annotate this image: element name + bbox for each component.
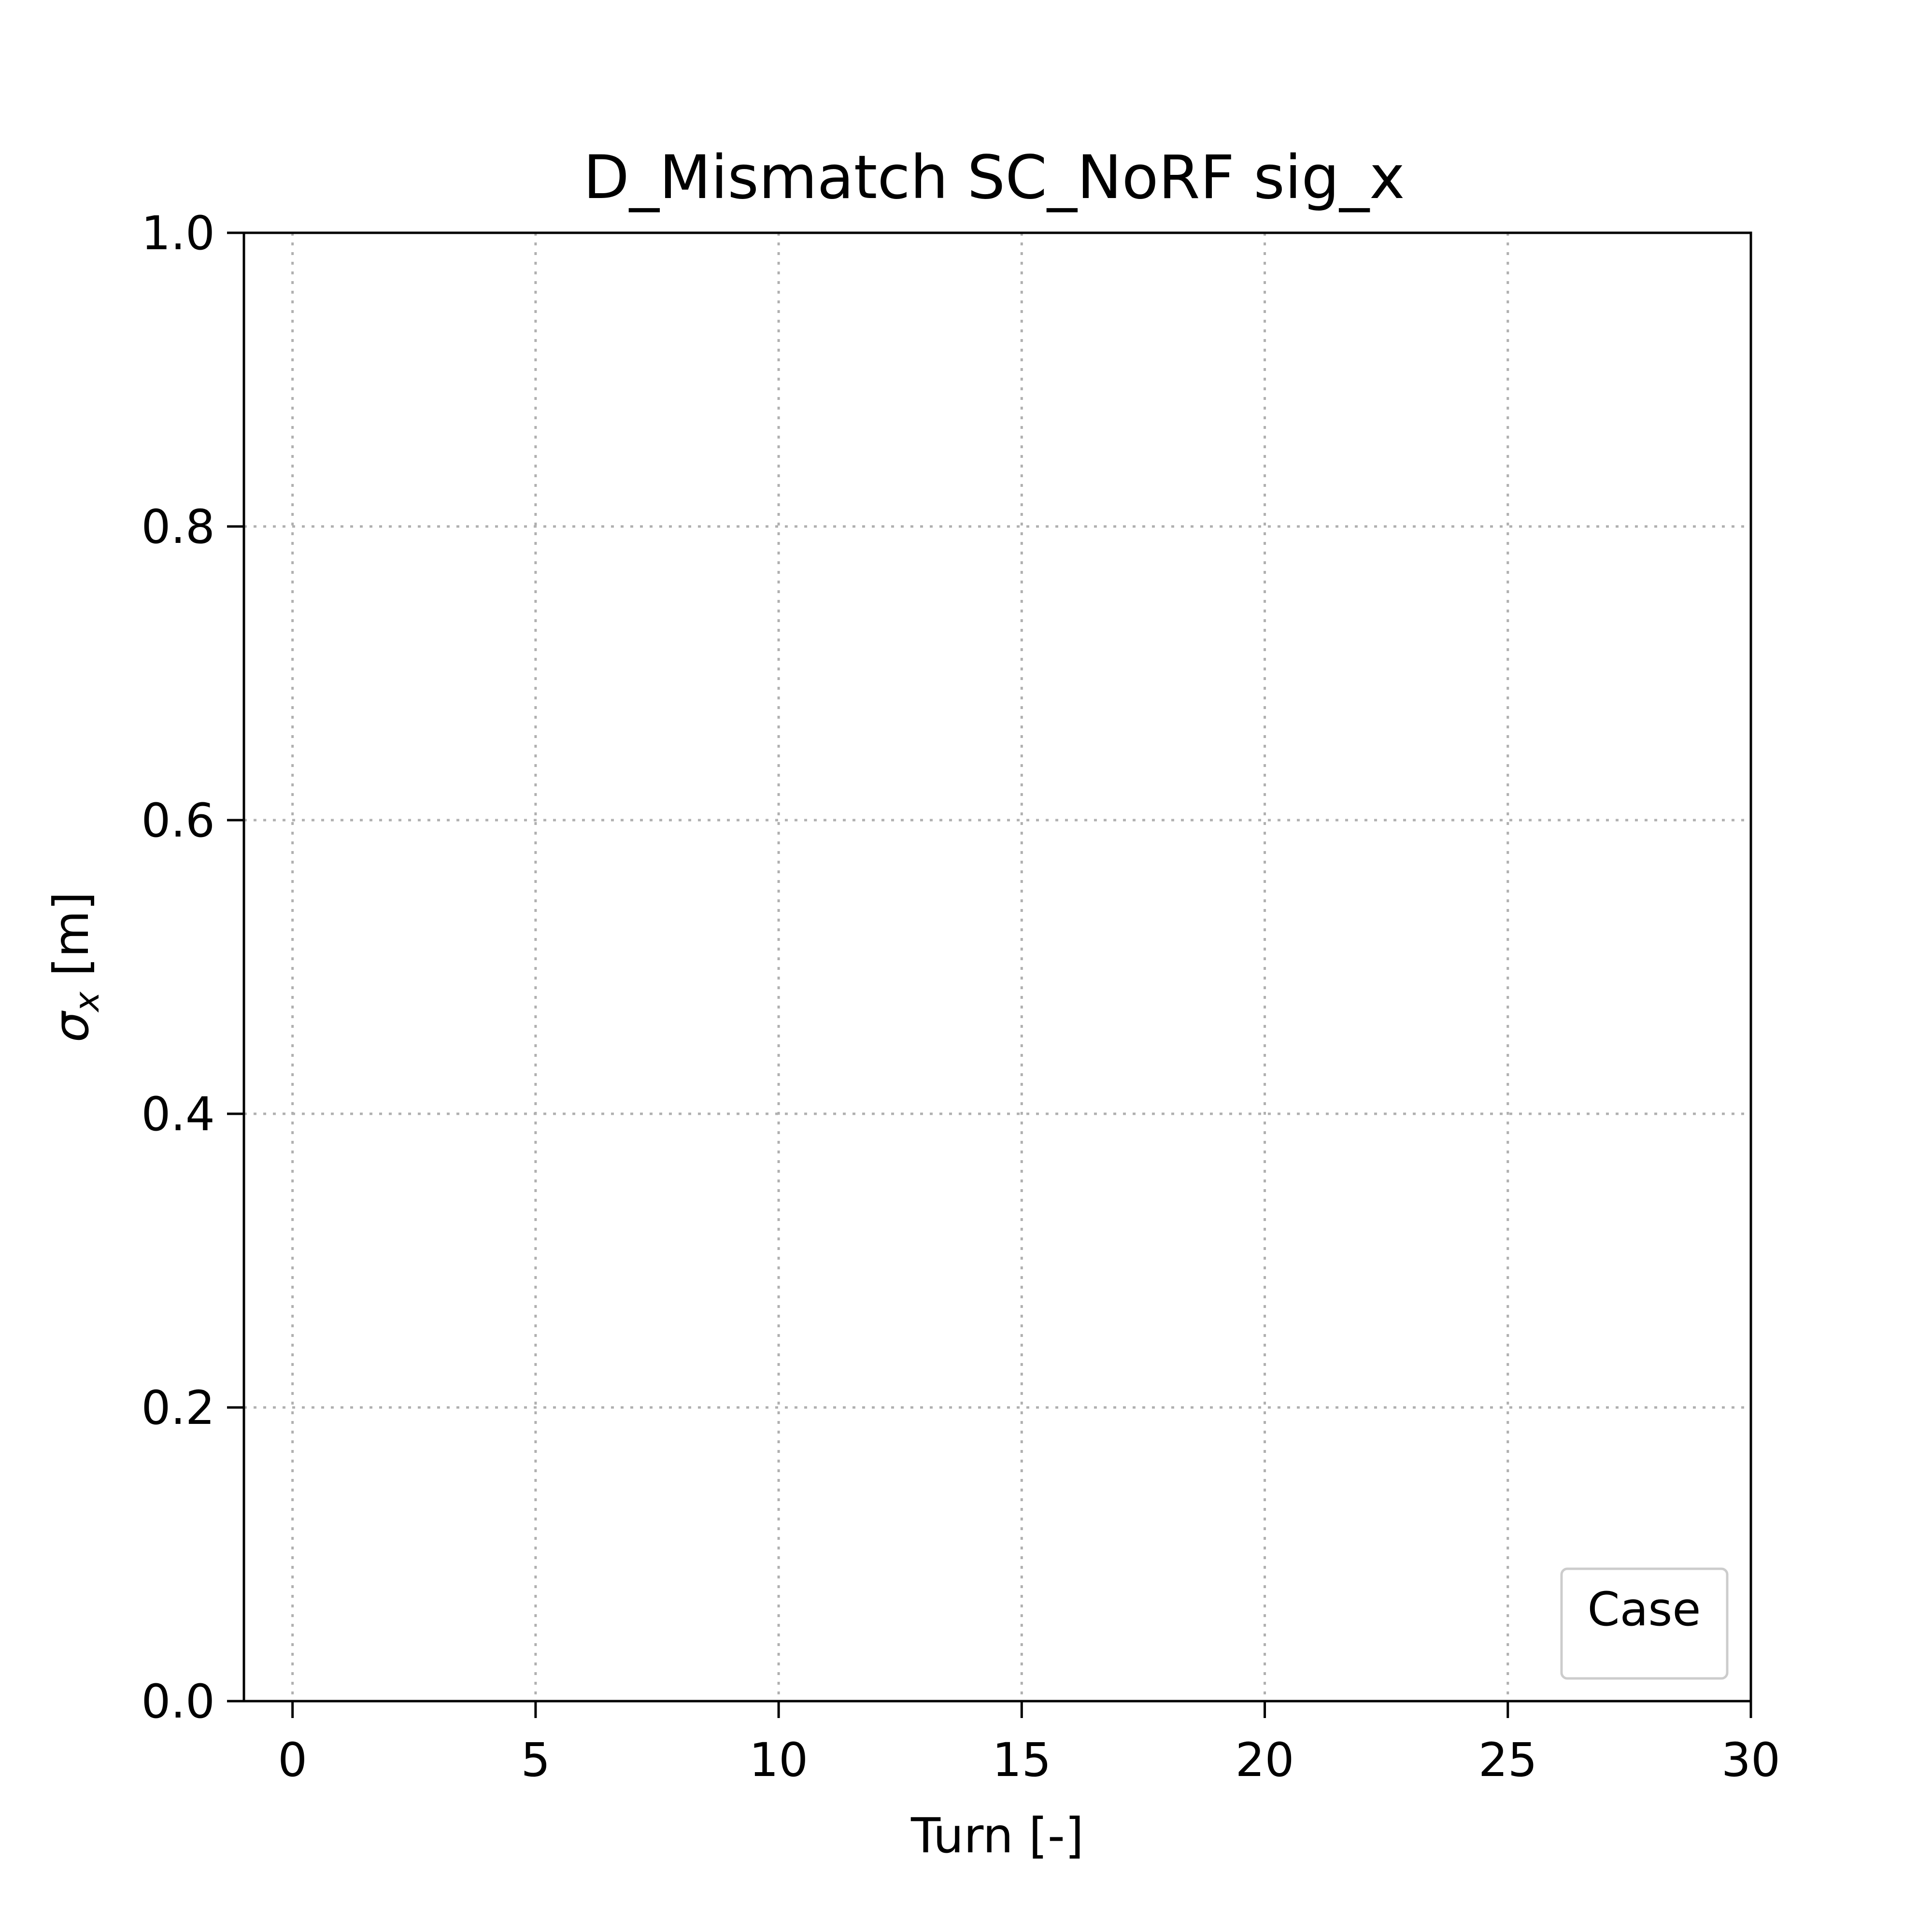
y-tick-label: 0.2 (141, 1381, 215, 1435)
y-tick-label: 0.8 (141, 500, 215, 554)
legend-title: Case (1588, 1582, 1701, 1636)
legend-box (1560, 1567, 1729, 1680)
y-tick-label: 0.4 (141, 1087, 215, 1141)
tick-layer: 0 5 10 15 20 25 30 0.0 0.2 0.4 0.6 0.8 1.0 (141, 206, 1780, 1787)
x-tick-label: 10 (749, 1733, 808, 1787)
y-tick-label: 1.0 (141, 206, 215, 260)
y-tick-label: 0.6 (141, 794, 215, 848)
x-tick-label: 30 (1721, 1733, 1780, 1787)
y-axis-label: σx [m] (43, 892, 107, 1042)
x-tick-label: 25 (1478, 1733, 1537, 1787)
x-tick-label: 5 (521, 1733, 550, 1787)
y-axis-label-symbol: σ (43, 1010, 99, 1042)
x-tick-label: 20 (1235, 1733, 1294, 1787)
x-tick-label: 0 (278, 1733, 307, 1787)
plot-area (244, 233, 1751, 1701)
chart-title: D_Mismatch SC_NoRF sig_x (583, 143, 1405, 213)
y-tick-label: 0.0 (141, 1675, 215, 1729)
legend: Case (1560, 1567, 1729, 1680)
x-axis-label: Turn [-] (910, 1807, 1084, 1864)
y-axis-label-subscript: x (67, 992, 107, 1013)
axes-frame (242, 231, 1752, 1703)
y-axis-label-unit: [m] (43, 892, 99, 992)
x-tick-label: 15 (992, 1733, 1051, 1787)
